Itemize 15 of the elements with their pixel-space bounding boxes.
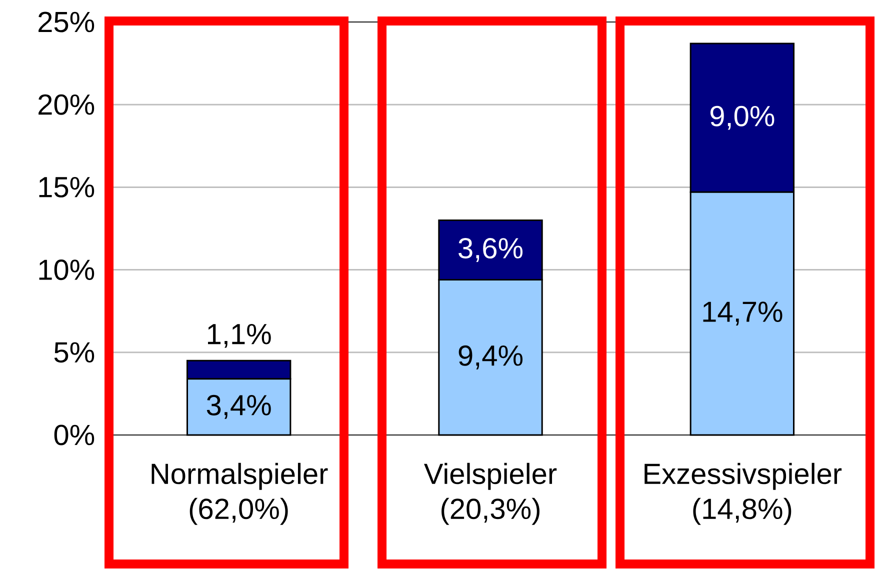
data-label: 9,0% xyxy=(710,106,774,130)
data-label: 3,6% xyxy=(458,238,523,262)
y-tick-label: 5% xyxy=(54,342,94,363)
x-tick-label: Vielspieler (20,3%) xyxy=(424,462,557,525)
data-label: 1,1% xyxy=(208,324,271,348)
data-label: 9,4% xyxy=(458,345,523,370)
x-tick-label: Exzessivspieler (14,8%) xyxy=(644,462,842,525)
x-tick-label: Normalspieler (62,0%) xyxy=(152,462,328,525)
y-tick-label: 25% xyxy=(38,12,94,32)
y-tick-label: 15% xyxy=(39,176,94,198)
y-tick-label: 10% xyxy=(39,260,94,280)
data-label: 3,4% xyxy=(206,394,271,419)
y-tick-label: 20% xyxy=(38,94,94,115)
data-label: 14,7% xyxy=(703,302,782,326)
y-tick-label: 0% xyxy=(54,424,94,446)
